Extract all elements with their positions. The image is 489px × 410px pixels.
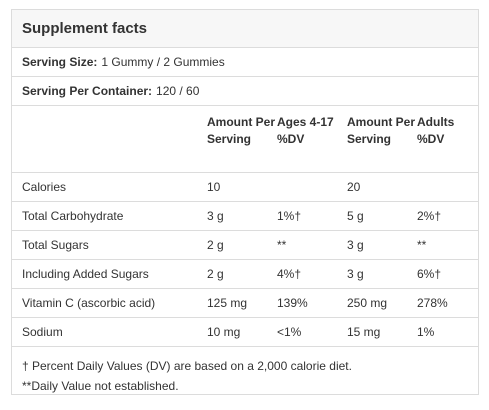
footnotes: † Percent Daily Values (DV) are based on…: [12, 347, 478, 396]
header-amount-child: Amount Per Serving: [207, 106, 277, 173]
amount-child: 3 g: [207, 201, 277, 231]
dv-adult: 6%†: [417, 259, 478, 289]
nutrient-table: Amount Per Serving Ages 4-17 %DV Amount …: [12, 106, 478, 347]
dv-adult: 2%†: [417, 201, 478, 231]
supplement-facts-panel: Supplement facts Serving Size: 1 Gummy /…: [11, 9, 479, 395]
footnote-not-established: **Daily Value not established.: [22, 379, 179, 393]
header-nutrient: [12, 106, 207, 173]
table-row: Total Sugars 2 g ** 3 g **: [12, 230, 478, 260]
serving-size-value: 1 Gummy / 2 Gummies: [101, 55, 225, 69]
amount-child: 125 mg: [207, 288, 277, 318]
table-row: Sodium 10 mg <1% 15 mg 1%: [12, 317, 478, 347]
dv-child: **: [277, 230, 347, 260]
nutrient-name: Sodium: [12, 317, 207, 347]
nutrient-name: Including Added Sugars: [12, 259, 207, 289]
amount-child: 2 g: [207, 259, 277, 289]
header-dv-child: Ages 4-17 %DV: [277, 106, 347, 173]
dv-adult: [417, 172, 478, 202]
dv-child: 4%†: [277, 259, 347, 289]
dv-child: <1%: [277, 317, 347, 347]
dv-child: [277, 172, 347, 202]
amount-child: 10: [207, 172, 277, 202]
amount-adult: 20: [347, 172, 417, 202]
nutrient-name: Total Sugars: [12, 230, 207, 260]
amount-child: 2 g: [207, 230, 277, 260]
serving-size-label: Serving Size:: [22, 55, 98, 69]
servings-per-container-row: Serving Per Container: 120 / 60: [12, 77, 478, 106]
servings-per-container-value: 120 / 60: [156, 84, 200, 98]
amount-adult: 3 g: [347, 259, 417, 289]
dv-adult: 1%: [417, 317, 478, 347]
servings-per-container-label: Serving Per Container:: [22, 84, 153, 98]
table-header-row: Amount Per Serving Ages 4-17 %DV Amount …: [12, 106, 478, 173]
table-row: Total Carbohydrate 3 g 1%† 5 g 2%†: [12, 201, 478, 231]
table-row: Including Added Sugars 2 g 4%† 3 g 6%†: [12, 259, 478, 289]
dv-adult: 278%: [417, 288, 478, 318]
amount-adult: 5 g: [347, 201, 417, 231]
amount-child: 10 mg: [207, 317, 277, 347]
table-row: Calories 10 20: [12, 172, 478, 202]
nutrient-name: Vitamin C (ascorbic acid): [12, 288, 207, 318]
dv-child: 139%: [277, 288, 347, 318]
amount-adult: 15 mg: [347, 317, 417, 347]
dv-child: 1%†: [277, 201, 347, 231]
header-amount-adult: Amount Per Serving: [347, 106, 417, 173]
panel-title: Supplement facts: [12, 10, 478, 48]
serving-size-row: Serving Size: 1 Gummy / 2 Gummies: [12, 48, 478, 77]
amount-adult: 250 mg: [347, 288, 417, 318]
table-row: Vitamin C (ascorbic acid) 125 mg 139% 25…: [12, 288, 478, 318]
amount-adult: 3 g: [347, 230, 417, 260]
footnote-dv: † Percent Daily Values (DV) are based on…: [22, 359, 352, 373]
nutrient-name: Total Carbohydrate: [12, 201, 207, 231]
nutrient-name: Calories: [12, 172, 207, 202]
dv-adult: **: [417, 230, 478, 260]
header-dv-adult: Adults %DV: [417, 106, 478, 173]
